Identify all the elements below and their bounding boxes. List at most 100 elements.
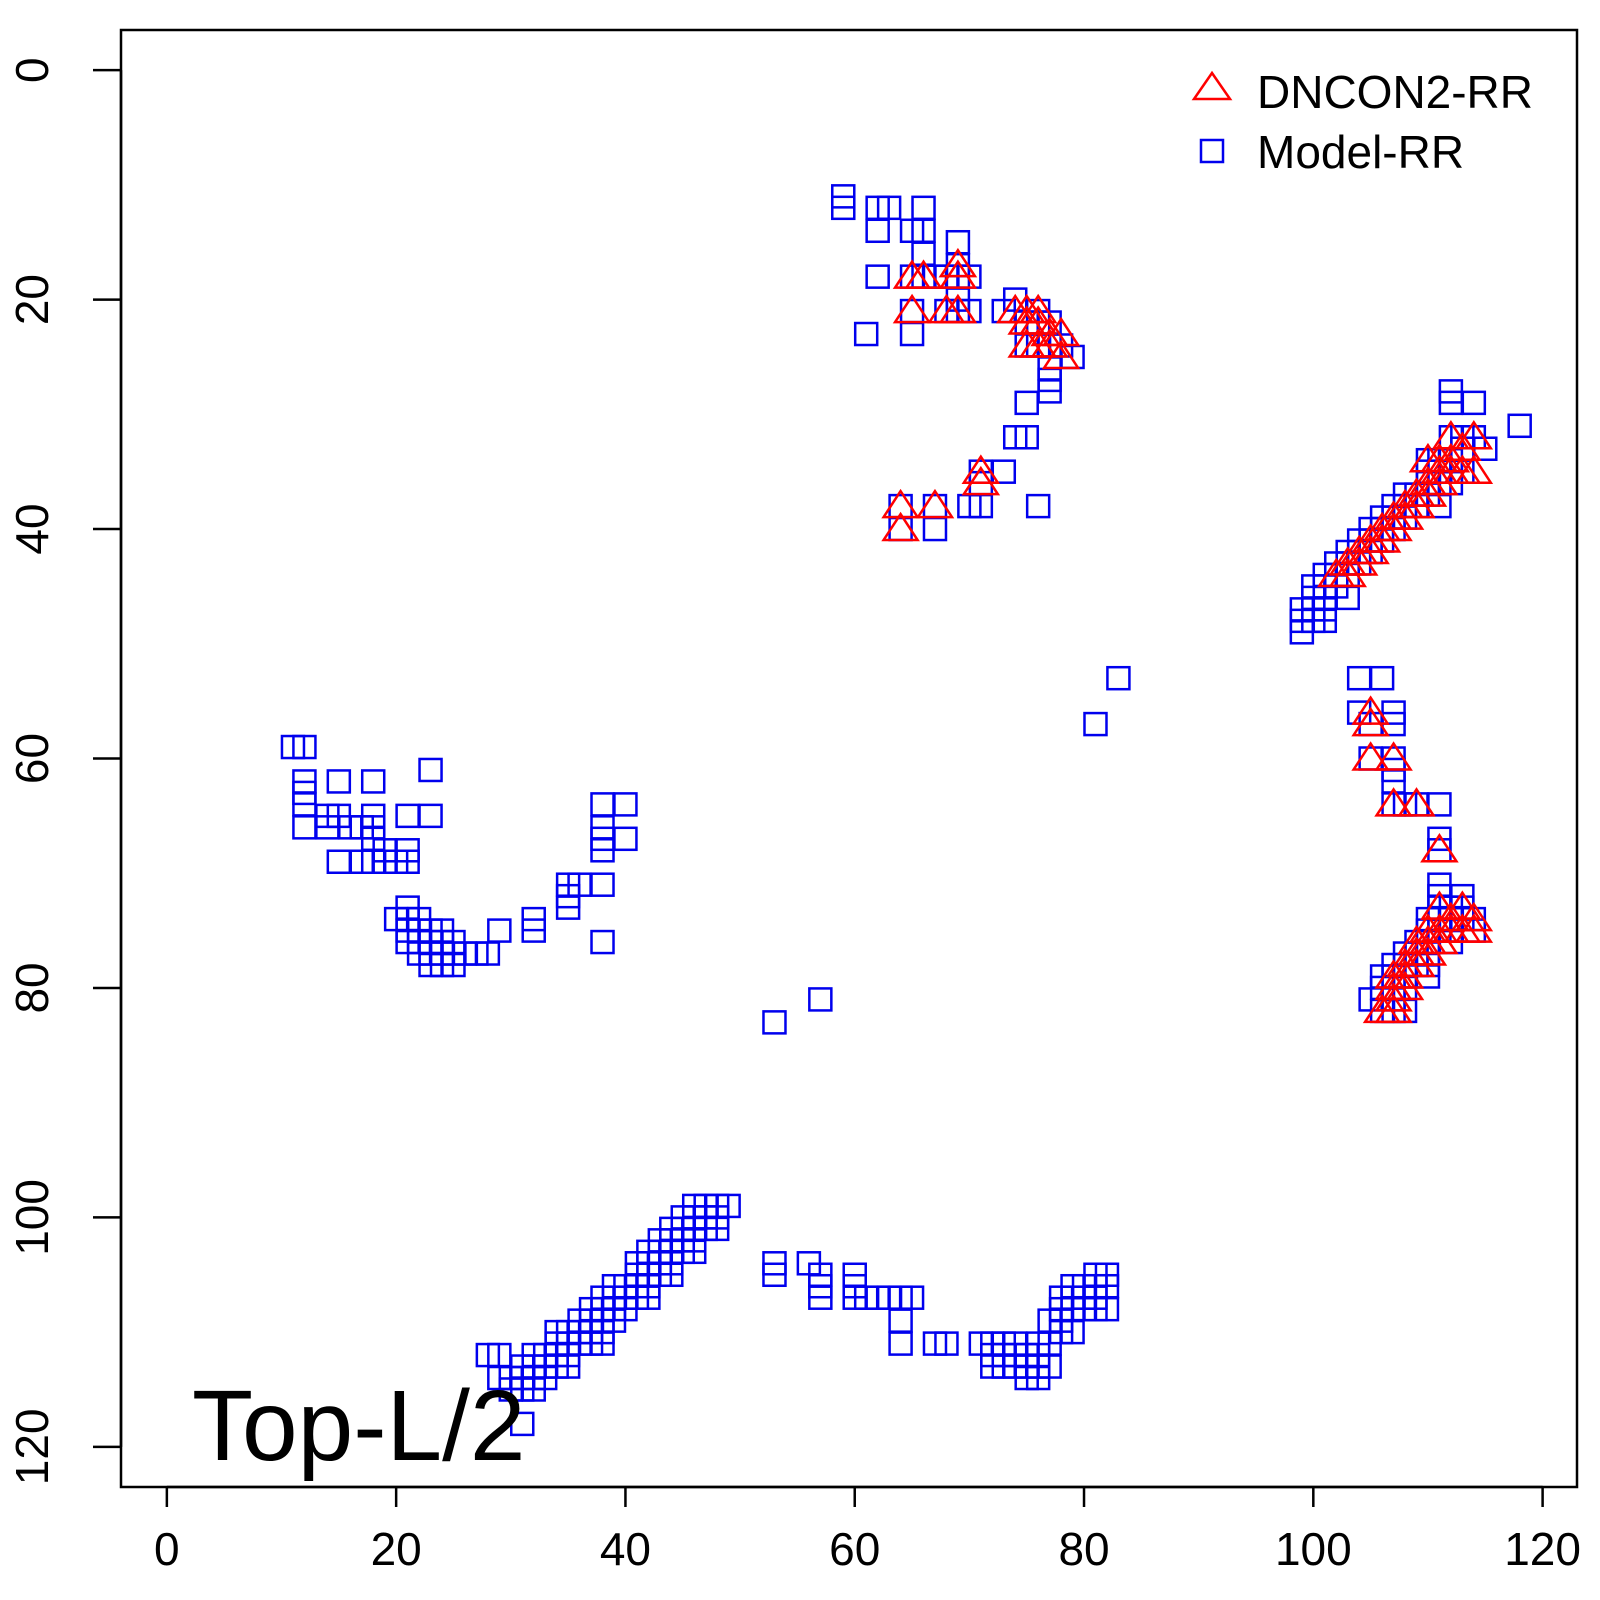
- model-rr-point: [1106, 665, 1131, 691]
- dncon2-rr-point: [915, 488, 955, 519]
- x-tick-label: 80: [1058, 1523, 1109, 1575]
- model-rr-point: [899, 298, 925, 324]
- model-rr-point: [510, 1411, 535, 1437]
- model-rr-point: [865, 264, 890, 289]
- dncon2-rr-point: [1397, 947, 1436, 978]
- model-rr-point: [934, 1331, 959, 1356]
- model-rr-point: [922, 516, 948, 542]
- dncon2-rr-point: [1420, 924, 1459, 955]
- model-rr-point: [292, 815, 317, 840]
- model-rr-point: [1094, 1262, 1120, 1288]
- model-rr-point: [1507, 413, 1532, 439]
- model-rr-point: [865, 218, 890, 244]
- model-rr-point: [521, 1377, 546, 1402]
- model-rr-point: [899, 321, 925, 347]
- y-tick-label: 80: [6, 962, 58, 1013]
- dncon2-rr-point: [1374, 982, 1413, 1012]
- dncon2-rr-point: [1041, 316, 1081, 347]
- model-rr-point: [590, 1331, 615, 1356]
- dncon2-rr-point: [1431, 419, 1471, 450]
- model-rr-point: [292, 734, 317, 760]
- dncon2-rr-point: [1328, 557, 1368, 588]
- dncon2-rr-point: [1443, 890, 1482, 920]
- dncon2-rr-point: [1351, 741, 1390, 771]
- legend: DNCON2-RR Model-RR: [1191, 66, 1533, 178]
- dncon2-rr-point: [1374, 511, 1413, 542]
- y-tick-label: 100: [6, 1179, 58, 1256]
- model-rr-point: [1094, 1296, 1120, 1322]
- model-rr-point: [1369, 665, 1395, 691]
- dncon2-rr-point: [938, 293, 978, 324]
- model-rr-point: [1014, 425, 1039, 450]
- dncon2-rr-point: [1420, 832, 1459, 863]
- dncon2-rr-point: [1351, 706, 1390, 737]
- dncon2-rr-point: [1374, 787, 1413, 817]
- x-tick-label: 0: [154, 1523, 180, 1575]
- y-axis: 0 20 40 60 80 100 120: [6, 57, 123, 1485]
- model-rr-point: [418, 803, 443, 829]
- model-rr-point: [441, 952, 466, 978]
- model-rr-point: [326, 769, 352, 794]
- legend-label-dncon2-rr: DNCON2-RR: [1257, 66, 1533, 118]
- dncon2-rr-point: [1420, 890, 1459, 920]
- model-rr-point: [1289, 620, 1315, 645]
- model-rr-point: [326, 849, 352, 875]
- dncon2-rr-point: [1362, 523, 1402, 553]
- dncon2-rr-point: [961, 454, 1001, 484]
- dncon2-rr-point: [1030, 328, 1069, 358]
- dncon2-rr-point: [1454, 454, 1494, 484]
- model-rr-point: [853, 321, 879, 347]
- legend-triangle-icon: [1191, 70, 1233, 101]
- dncon2-rr-point: [1018, 293, 1058, 324]
- x-tick-label: 100: [1275, 1523, 1352, 1575]
- model-rr-series: [280, 184, 1532, 1437]
- model-rr-point: [911, 195, 936, 221]
- model-rr-point: [590, 792, 615, 817]
- x-tick-label: 120: [1504, 1523, 1581, 1575]
- model-rr-point: [613, 792, 638, 817]
- model-rr-point: [360, 769, 386, 794]
- x-tick-label: 60: [829, 1523, 880, 1575]
- model-rr-point: [521, 918, 546, 943]
- dncon2-rr-point: [1454, 913, 1494, 943]
- model-rr-point: [1461, 390, 1487, 416]
- model-rr-point: [418, 757, 443, 783]
- dncon2-rr-point: [1431, 901, 1471, 932]
- model-rr-point: [888, 1308, 913, 1333]
- dncon2-rr-point: [1408, 936, 1448, 966]
- model-rr-point: [590, 929, 615, 955]
- dncon2-rr-point: [1454, 419, 1494, 450]
- model-rr-point: [590, 838, 615, 863]
- model-rr-point: [808, 987, 833, 1012]
- model-rr-point: [1427, 792, 1452, 817]
- legend-square-icon: [1199, 138, 1225, 164]
- dncon2-rr-point: [1385, 500, 1425, 530]
- model-rr-point: [888, 1331, 913, 1356]
- model-rr-point: [808, 1285, 833, 1310]
- model-rr-point: [1025, 493, 1051, 519]
- dncon2-rr-point: [1431, 442, 1471, 473]
- legend-label-model-rr: Model-RR: [1257, 126, 1464, 178]
- x-tick-label: 40: [600, 1523, 651, 1575]
- dncon2-rr-point: [1443, 431, 1482, 461]
- dncon2-rr-point: [1454, 901, 1494, 932]
- model-rr-point: [487, 918, 512, 943]
- dncon2-rr-point: [1351, 695, 1390, 725]
- dncon2-rr-point: [938, 247, 978, 278]
- dncon2-rr-point: [881, 488, 920, 519]
- model-rr-point: [1083, 711, 1108, 737]
- dncon2-rr-point: [938, 259, 978, 289]
- y-tick-label: 20: [6, 274, 58, 325]
- x-tick-label: 20: [371, 1523, 422, 1575]
- dncon2-rr-point: [1374, 741, 1413, 771]
- model-rr-point: [831, 195, 856, 221]
- x-axis: 0 20 40 60 80 100 120: [154, 1485, 1581, 1575]
- model-rr-point: [1014, 390, 1039, 416]
- model-rr-point: [1025, 1365, 1051, 1391]
- y-tick-label: 40: [6, 503, 58, 554]
- model-rr-point: [1346, 665, 1372, 691]
- chart-annotation: Top-L/2: [192, 1370, 526, 1482]
- model-rr-point: [888, 516, 913, 542]
- dncon2-rr-point: [1397, 488, 1436, 519]
